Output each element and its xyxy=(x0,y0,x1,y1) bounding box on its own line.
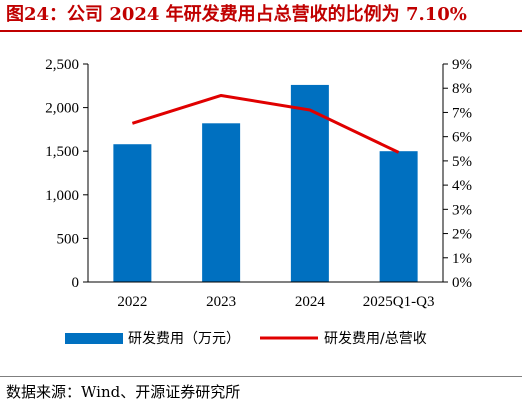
legend-bar-label: 研发费用（万元） xyxy=(128,331,240,347)
x-axis: 2022 2023 2024 2025Q1-Q3 xyxy=(88,281,443,310)
ratio-line xyxy=(131,93,400,154)
right-axis-tick-label: 0% xyxy=(452,275,472,291)
left-axis-tick-label: 2,000 xyxy=(45,101,79,117)
figure-title: 图24：公司 2024 年研发费用占总营收的比例为 7.10% xyxy=(6,4,467,25)
right-axis-tick-label: 9% xyxy=(452,57,472,73)
bar-series xyxy=(113,84,418,283)
combo-chart: 0 500 1,000 1,500 2,000 2,500 0% 1% 2% 3% 4% 5% 6% 7… xyxy=(45,57,472,347)
right-axis-tick-label: 6% xyxy=(452,130,472,146)
right-axis-tick-label: 8% xyxy=(452,81,472,97)
legend-line-label: 研发费用/总营收 xyxy=(324,331,427,347)
x-axis-tick-label: 2025Q1-Q3 xyxy=(363,294,435,310)
left-axis-tick-label: 1,500 xyxy=(45,144,79,160)
right-axis-tick-label: 5% xyxy=(452,154,472,170)
right-axis-tick-label: 4% xyxy=(452,178,472,194)
left-axis: 0 500 1,000 1,500 2,000 2,500 xyxy=(45,57,89,291)
bar xyxy=(379,151,418,282)
right-axis-tick-label: 3% xyxy=(452,202,472,218)
title-rule xyxy=(0,30,522,32)
right-axis: 0% 1% 2% 3% 4% 5% 6% 7% 8% 9% xyxy=(442,57,472,291)
line-series xyxy=(131,93,400,154)
x-axis-tick-label: 2022 xyxy=(117,294,147,310)
left-axis-tick-label: 0 xyxy=(72,275,80,291)
bar xyxy=(290,84,329,282)
legend: 研发费用（万元） 研发费用/总营收 xyxy=(65,331,427,347)
left-axis-tick-label: 1,000 xyxy=(45,188,79,204)
bar xyxy=(113,144,152,282)
left-axis-tick-label: 500 xyxy=(57,231,80,247)
right-axis-tick-label: 7% xyxy=(452,105,472,121)
footer-rule xyxy=(0,376,522,377)
right-axis-tick-label: 1% xyxy=(452,251,472,267)
left-axis-tick-label: 2,500 xyxy=(45,57,79,73)
legend-bar-swatch xyxy=(65,333,123,344)
x-axis-tick-label: 2024 xyxy=(295,294,326,310)
bar xyxy=(202,123,241,283)
right-axis-tick-label: 2% xyxy=(452,227,472,243)
x-axis-tick-label: 2023 xyxy=(206,294,236,310)
source-note: 数据来源：Wind、开源证券研究所 xyxy=(6,383,241,401)
